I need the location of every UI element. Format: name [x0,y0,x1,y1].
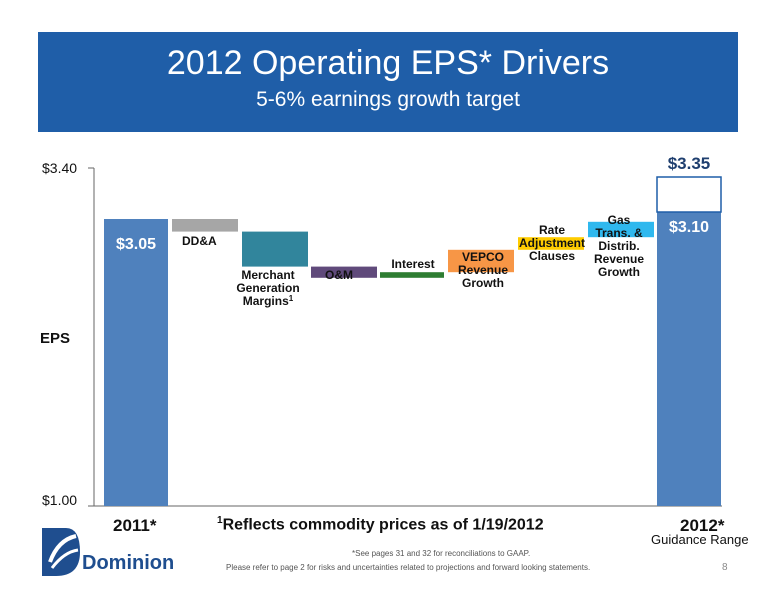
x-category-start: 2011* [113,516,157,535]
label-rate-line: Adjustment [519,236,585,250]
y-axis-label: EPS [40,330,71,347]
dominion-swirl-logo-icon [42,528,80,576]
footnote-marker: 1 [217,515,223,526]
page-title: 2012 Operating EPS* Drivers [166,44,610,82]
bar-vepco [448,249,514,273]
label-merchant-line: Merchant [241,268,294,282]
risk-note: Please refer to page 2 for risks and unc… [226,563,591,572]
label-om-line: O&M [325,268,353,282]
label-vepco-line: Growth [462,276,504,290]
y-tick-bottom: $1.00 [42,492,78,508]
bar-2012-low [657,212,721,506]
commodity-footnote: 1Reflects commodity prices as of 1/19/20… [217,515,544,534]
bar-2012-range [656,176,722,213]
label-gas-line: Growth [598,265,640,279]
page-subtitle: 5-6% earnings growth target [256,88,520,111]
label-merchant-line: Margins1 [243,294,294,308]
label-gas-line: Revenue [594,252,644,266]
data-label-2012-high: $3.35 [668,154,711,173]
data-label-2011: $3.05 [116,236,156,253]
y-tick-top: $3.40 [42,160,78,176]
bar-merchant [242,231,308,267]
guidance-range-label: Guidance Range [651,532,749,547]
bar-2011 [104,219,168,506]
page-number: 8 [722,562,728,573]
label-interest-line: Interest [391,257,434,271]
label-gas-line: Distrib. [598,239,639,253]
label-gas-line: Trans. & [595,226,643,240]
data-label-2012-low: $3.10 [669,219,709,236]
bar-om [311,266,377,278]
label-dda: DD&A [182,234,217,248]
x-category-end: 2012* [680,516,725,535]
dominion-wordmark: Dominion [82,552,175,574]
label-vepco-line: VEPCO [462,250,504,264]
bar-gas [588,221,654,238]
dominion-logo: Dominion [36,522,216,582]
bar-dda [172,219,238,232]
commodity-footnote-text: Reflects commodity prices as of 1/19/201… [222,516,544,534]
label-gas-line: Gas [608,213,631,227]
label-merchant-line: Generation [236,281,299,295]
label-vepco-line: Revenue [458,263,508,277]
gaap-note: *See pages 31 and 32 for reconciliations… [352,549,531,558]
label-rate-line: Clauses [529,249,575,263]
title-banner: 2012 Operating EPS* Drivers 5-6% earning… [38,32,738,132]
bar-rate [518,237,584,250]
label-rate-line: Rate [539,223,565,237]
bar-interest [380,272,444,278]
